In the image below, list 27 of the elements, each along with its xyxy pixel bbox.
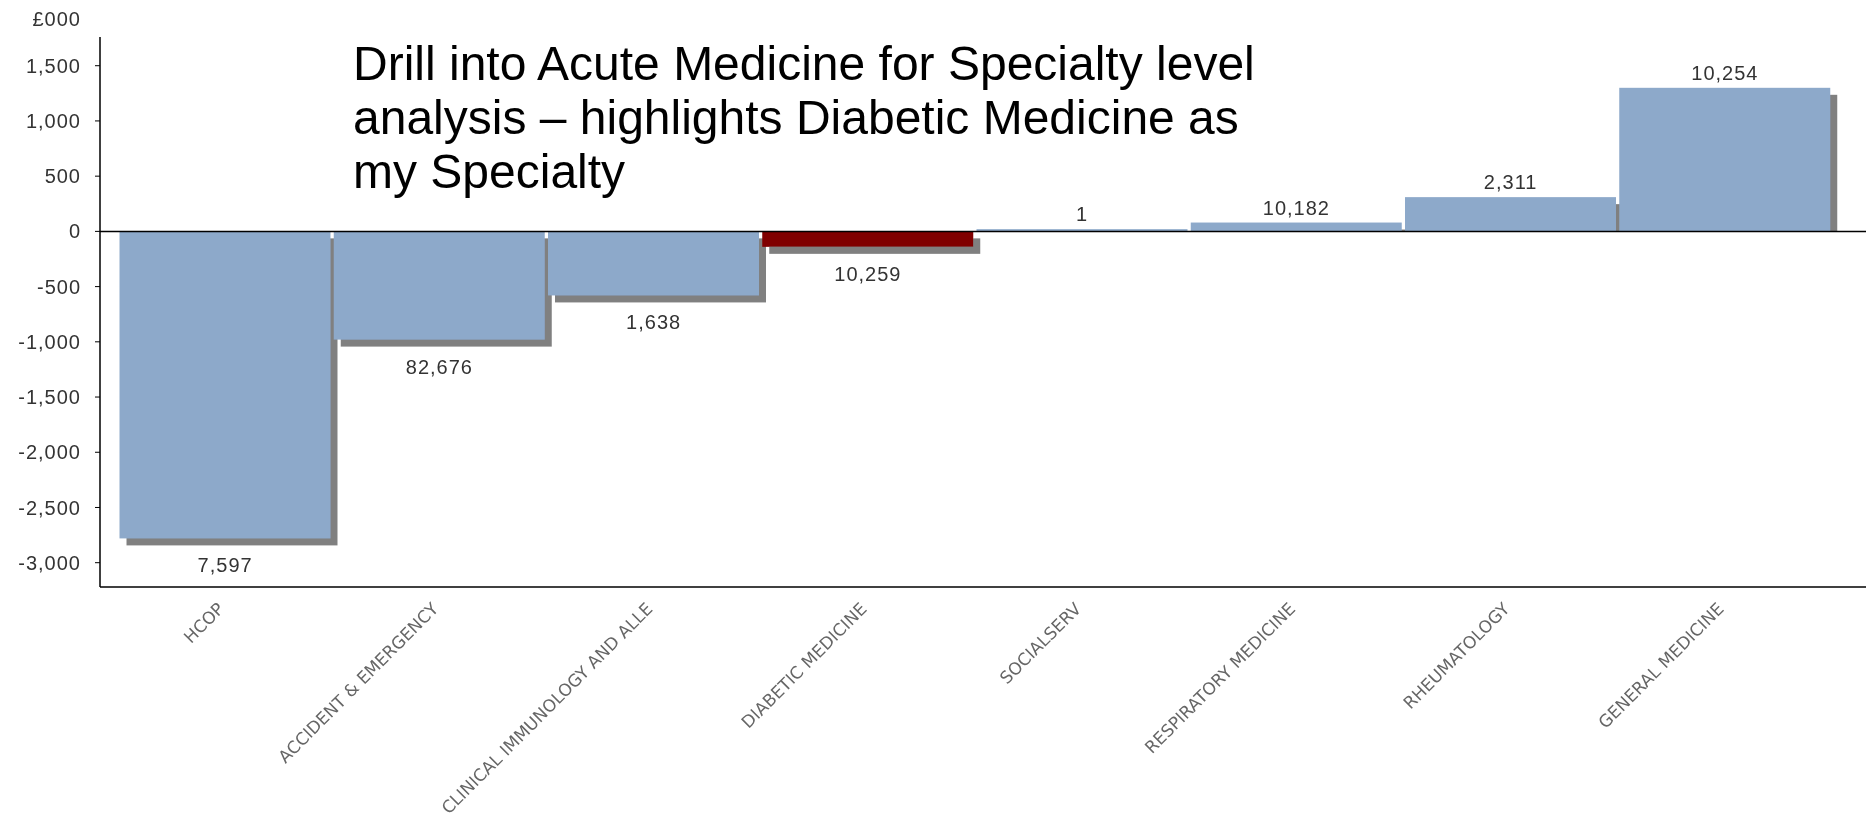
bar (762, 231, 974, 247)
bar (1190, 222, 1402, 232)
y-tick-label: 1,500 (25, 54, 81, 77)
y-tick-label: -2,000 (18, 441, 81, 464)
bar (119, 231, 331, 539)
annotation: 10,254 (1691, 61, 1759, 84)
annotation: 82,676 (405, 355, 473, 378)
annotation: 10,259 (834, 262, 902, 285)
bar (1405, 197, 1616, 232)
annotation: Drill into Acute Medicine for Specialty level analysis – highlights Diabetic Medicine as my Specialty (353, 37, 1255, 199)
y-tick-label: -3,000 (18, 551, 81, 574)
bar (548, 231, 759, 296)
bar (333, 231, 545, 340)
annotation: 1 (1076, 203, 1089, 226)
y-tick-label: -1,000 (18, 330, 81, 353)
y-tick-label: -2,500 (18, 496, 81, 519)
annotation: 2,311 (1483, 171, 1538, 194)
annotation: 10,182 (1262, 196, 1330, 219)
annotation: 1,638 (626, 311, 682, 334)
bar (1619, 87, 1831, 232)
y-tick-label: 500 (44, 165, 81, 188)
annotation: 7,597 (197, 554, 253, 577)
y-tick-label: -500 (36, 275, 81, 298)
y-tick-label: -1,500 (18, 386, 81, 409)
y-axis-title: £000 (31, 8, 81, 31)
y-tick-label: 1,000 (25, 110, 81, 133)
y-tick-label: 0 (68, 220, 81, 243)
